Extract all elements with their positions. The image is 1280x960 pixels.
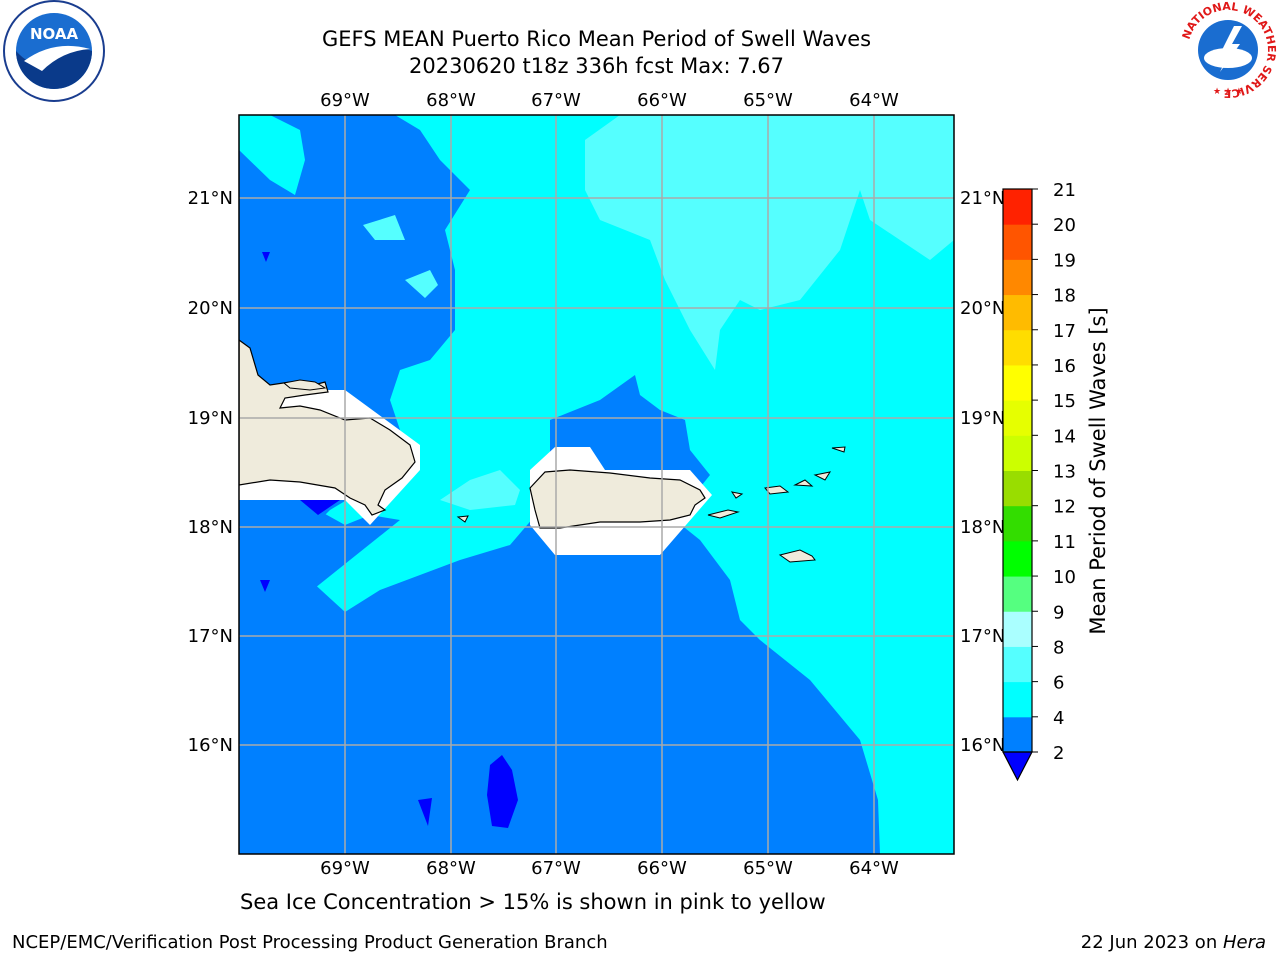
colorbar-segment [1003, 364, 1032, 401]
lon-labels-bottom: 69°W 68°W 67°W 66°W 65°W 64°W [320, 858, 899, 879]
lat-label: 21°N [960, 188, 1005, 209]
lon-label: 68°W [426, 858, 476, 879]
lon-label: 67°W [531, 858, 581, 879]
noaa-logo-text: NOAA [30, 25, 79, 43]
map-plot-area [239, 115, 954, 854]
lon-label: 65°W [743, 90, 793, 111]
lat-label: 17°N [960, 626, 1005, 647]
colorbar-tick-label: 15 [1053, 391, 1076, 412]
colorbar-tick-label: 2 [1053, 743, 1064, 764]
map-title: GEFS MEAN Puerto Rico Mean Period of Swe… [321, 27, 872, 51]
lat-label: 20°N [188, 298, 233, 319]
colorbar-segment [1003, 259, 1032, 296]
footer-credit: NCEP/EMC/Verification Post Processing Pr… [12, 932, 608, 953]
lon-label: 64°W [849, 858, 899, 879]
colorbar-tick-label: 8 [1053, 637, 1064, 658]
colorbar-tick-label: 6 [1053, 673, 1064, 694]
lat-label: 16°N [188, 735, 233, 756]
lat-label: 18°N [960, 517, 1005, 538]
ocean-region-6-8s [363, 115, 954, 510]
ocean-region-below-2s [260, 252, 518, 828]
colorbar-segment [1003, 505, 1032, 542]
colorbar-tick-label: 9 [1053, 602, 1064, 623]
lon-label: 65°W [743, 858, 793, 879]
nws-logo: NATIONAL WEATHER SERVICE ★ ★ ★ [1180, 0, 1278, 100]
colorbar-segment [1003, 576, 1032, 612]
lon-label: 66°W [637, 90, 687, 111]
footer-host: Hera [1222, 932, 1266, 953]
lon-label: 69°W [320, 858, 370, 879]
colorbar-tick-label: 19 [1053, 250, 1076, 271]
colorbar-tick-label: 21 [1053, 180, 1076, 201]
lon-labels-top: 69°W 68°W 67°W 66°W 65°W 64°W [320, 90, 899, 111]
lon-label: 68°W [426, 90, 476, 111]
lat-label: 16°N [960, 735, 1005, 756]
colorbar-tick-label: 11 [1053, 532, 1076, 553]
lon-label: 69°W [320, 90, 370, 111]
land-vieques [707, 509, 740, 519]
colorbar-segment [1003, 646, 1032, 683]
sea-ice-caption: Sea Ice Concentration > 15% is shown in … [240, 890, 826, 914]
lon-label: 67°W [531, 90, 581, 111]
lat-label: 19°N [188, 408, 233, 429]
colorbar-tick-label: 4 [1053, 708, 1064, 729]
land-virgin-islands [456, 446, 846, 523]
noaa-logo: NOAA [3, 0, 105, 102]
lat-label: 17°N [188, 626, 233, 647]
colorbar-segment [1003, 294, 1032, 331]
lat-label: 21°N [188, 188, 233, 209]
lat-label: 19°N [960, 408, 1005, 429]
footer-date-text: 22 Jun 2023 on [1080, 932, 1223, 953]
ocean-region-2-4s-south [239, 375, 710, 620]
colorbar-tick-label: 14 [1053, 426, 1076, 447]
colorbar-tick-label: 17 [1053, 321, 1076, 342]
land-st-croix [778, 549, 816, 563]
colorbar-segment [1003, 540, 1032, 577]
colorbar: 2 4 6 8 9 10 11 12 13 14 15 16 17 18 19 20 21 [1002, 180, 1076, 782]
map-frame [238, 114, 955, 855]
footer-date: 22 Jun 2023 on Hera [1081, 932, 1266, 953]
svg-text:★ ★ ★: ★ ★ ★ [1213, 87, 1243, 97]
colorbar-segment [1003, 716, 1032, 753]
lat-label: 18°N [188, 517, 233, 538]
map-subtitle: 20230620 t18z 336h fcst Max: 7.67 [409, 54, 784, 78]
colorbar-tick-label: 13 [1053, 462, 1076, 483]
colorbar-segment [1003, 400, 1032, 436]
lat-label: 20°N [960, 298, 1005, 319]
colorbar-tick-label: 16 [1053, 356, 1076, 377]
colorbar-segment [1003, 189, 1032, 225]
colorbar-tick-label: 20 [1053, 215, 1076, 236]
colorbar-segment [1003, 435, 1032, 471]
colorbar-tick-label: 10 [1053, 567, 1076, 588]
colorbar-segment [1003, 470, 1032, 507]
colorbar-segment [1003, 329, 1032, 366]
colorbar-tick-label: 18 [1053, 286, 1076, 307]
lon-label: 64°W [849, 90, 899, 111]
colorbar-segment [1003, 681, 1032, 718]
colorbar-tick-label: 12 [1053, 497, 1076, 518]
colorbar-segment [1003, 611, 1032, 647]
colorbar-segment [1003, 224, 1032, 260]
lat-labels-right: 21°N 20°N 19°N 18°N 17°N 16°N [960, 188, 1005, 756]
colorbar-extend-below [1002, 751, 1033, 782]
lat-labels-left: 21°N 20°N 19°N 18°N 17°N 16°N [188, 188, 233, 756]
map-gridlines [239, 115, 954, 854]
land-tortuga [282, 379, 327, 391]
colorbar-label: Mean Period of Swell Waves [s] [1086, 307, 1110, 634]
lon-label: 66°W [637, 858, 687, 879]
